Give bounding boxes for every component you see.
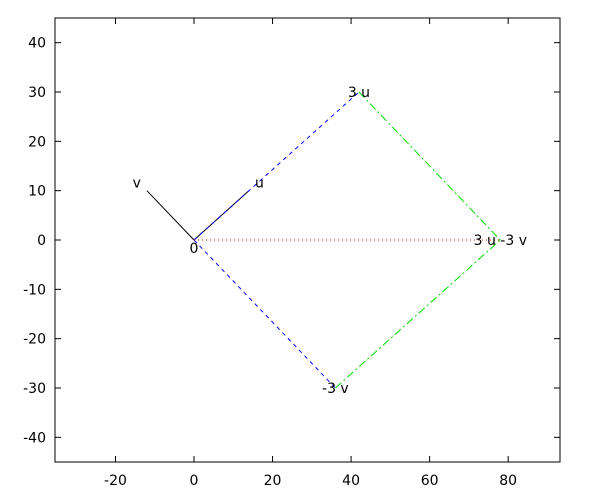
y-tick-label: -30 xyxy=(23,381,46,397)
series-line-0 xyxy=(193,190,250,241)
series-line-1 xyxy=(146,190,195,241)
x-tick-label: 0 xyxy=(190,473,199,489)
y-tick-label: -10 xyxy=(23,282,46,298)
y-tick-label: 10 xyxy=(28,184,46,200)
x-tick-label: 40 xyxy=(342,473,360,489)
x-tick-label: 60 xyxy=(421,473,439,489)
annotation-label: 0 xyxy=(190,241,199,257)
y-tick-label: -40 xyxy=(23,430,46,446)
series-line-6 xyxy=(335,239,501,389)
annotation-label: u xyxy=(255,176,264,192)
series-line-5 xyxy=(358,91,501,241)
annotation-label: 3 u xyxy=(348,85,370,101)
x-tick-label: -20 xyxy=(104,473,127,489)
annotation-label: -3 v xyxy=(322,381,349,397)
y-tick-label: 30 xyxy=(28,85,46,101)
y-tick-label: -20 xyxy=(23,332,46,348)
annotation-label: 3 u -3 v xyxy=(474,233,527,249)
series-line-3 xyxy=(193,239,336,389)
x-tick-label: 20 xyxy=(264,473,282,489)
y-tick-label: 0 xyxy=(37,233,46,249)
annotation-label: v xyxy=(133,176,141,192)
y-tick-label: 40 xyxy=(28,36,46,52)
x-tick-label: 80 xyxy=(499,473,517,489)
series-line-2 xyxy=(193,91,360,241)
y-tick-label: 20 xyxy=(28,134,46,150)
